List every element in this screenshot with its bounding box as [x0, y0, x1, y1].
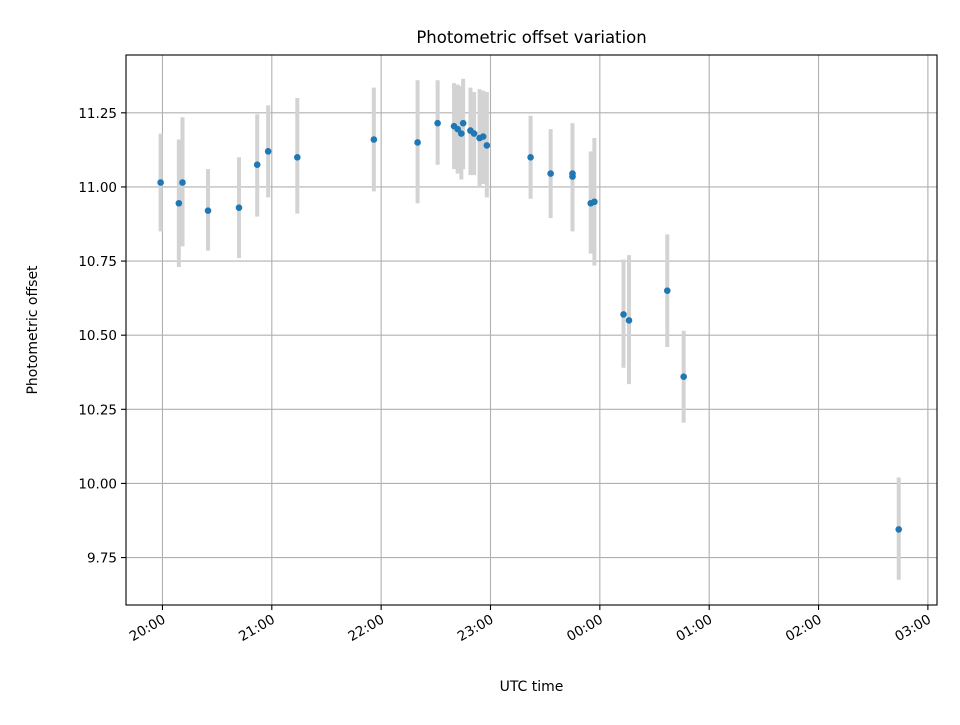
- data-point: [479, 133, 487, 140]
- axes-frame: [125, 54, 938, 606]
- point-layer: [157, 119, 903, 533]
- data-point: [370, 136, 378, 143]
- data-point: [175, 199, 183, 207]
- data-point: [294, 153, 301, 161]
- data-point: [204, 207, 212, 214]
- data-point: [547, 170, 554, 177]
- data-point: [434, 119, 441, 127]
- x-axis-label: UTC time: [500, 679, 564, 695]
- data-point: [235, 204, 243, 211]
- y-tick-label: 10.00: [78, 476, 117, 492]
- data-point: [157, 179, 164, 186]
- data-point: [454, 125, 461, 133]
- data-point: [625, 317, 633, 324]
- y-tick-label: 10.75: [78, 254, 117, 270]
- data-point: [264, 148, 272, 155]
- y-tick-label: 11.25: [78, 106, 117, 122]
- y-tick-label: 11.00: [78, 180, 117, 196]
- chart-title: Photometric offset variation: [416, 28, 646, 47]
- data-point: [527, 153, 534, 161]
- data-point: [591, 198, 598, 206]
- y-tick-label: 10.50: [78, 328, 117, 344]
- data-point: [663, 287, 671, 295]
- data-point: [458, 130, 465, 137]
- data-point: [470, 130, 478, 137]
- data-point: [895, 526, 903, 533]
- y-axis-label: Photometric offset: [25, 265, 41, 395]
- data-point: [680, 373, 687, 380]
- y-tick-label: 10.25: [78, 402, 117, 418]
- data-point: [483, 142, 491, 149]
- data-point: [620, 311, 627, 318]
- data-point: [253, 161, 261, 169]
- data-point: [179, 179, 186, 186]
- data-point: [414, 139, 421, 146]
- data-point: [459, 119, 467, 127]
- data-point: [569, 170, 576, 177]
- y-tick-label: 9.75: [87, 551, 117, 567]
